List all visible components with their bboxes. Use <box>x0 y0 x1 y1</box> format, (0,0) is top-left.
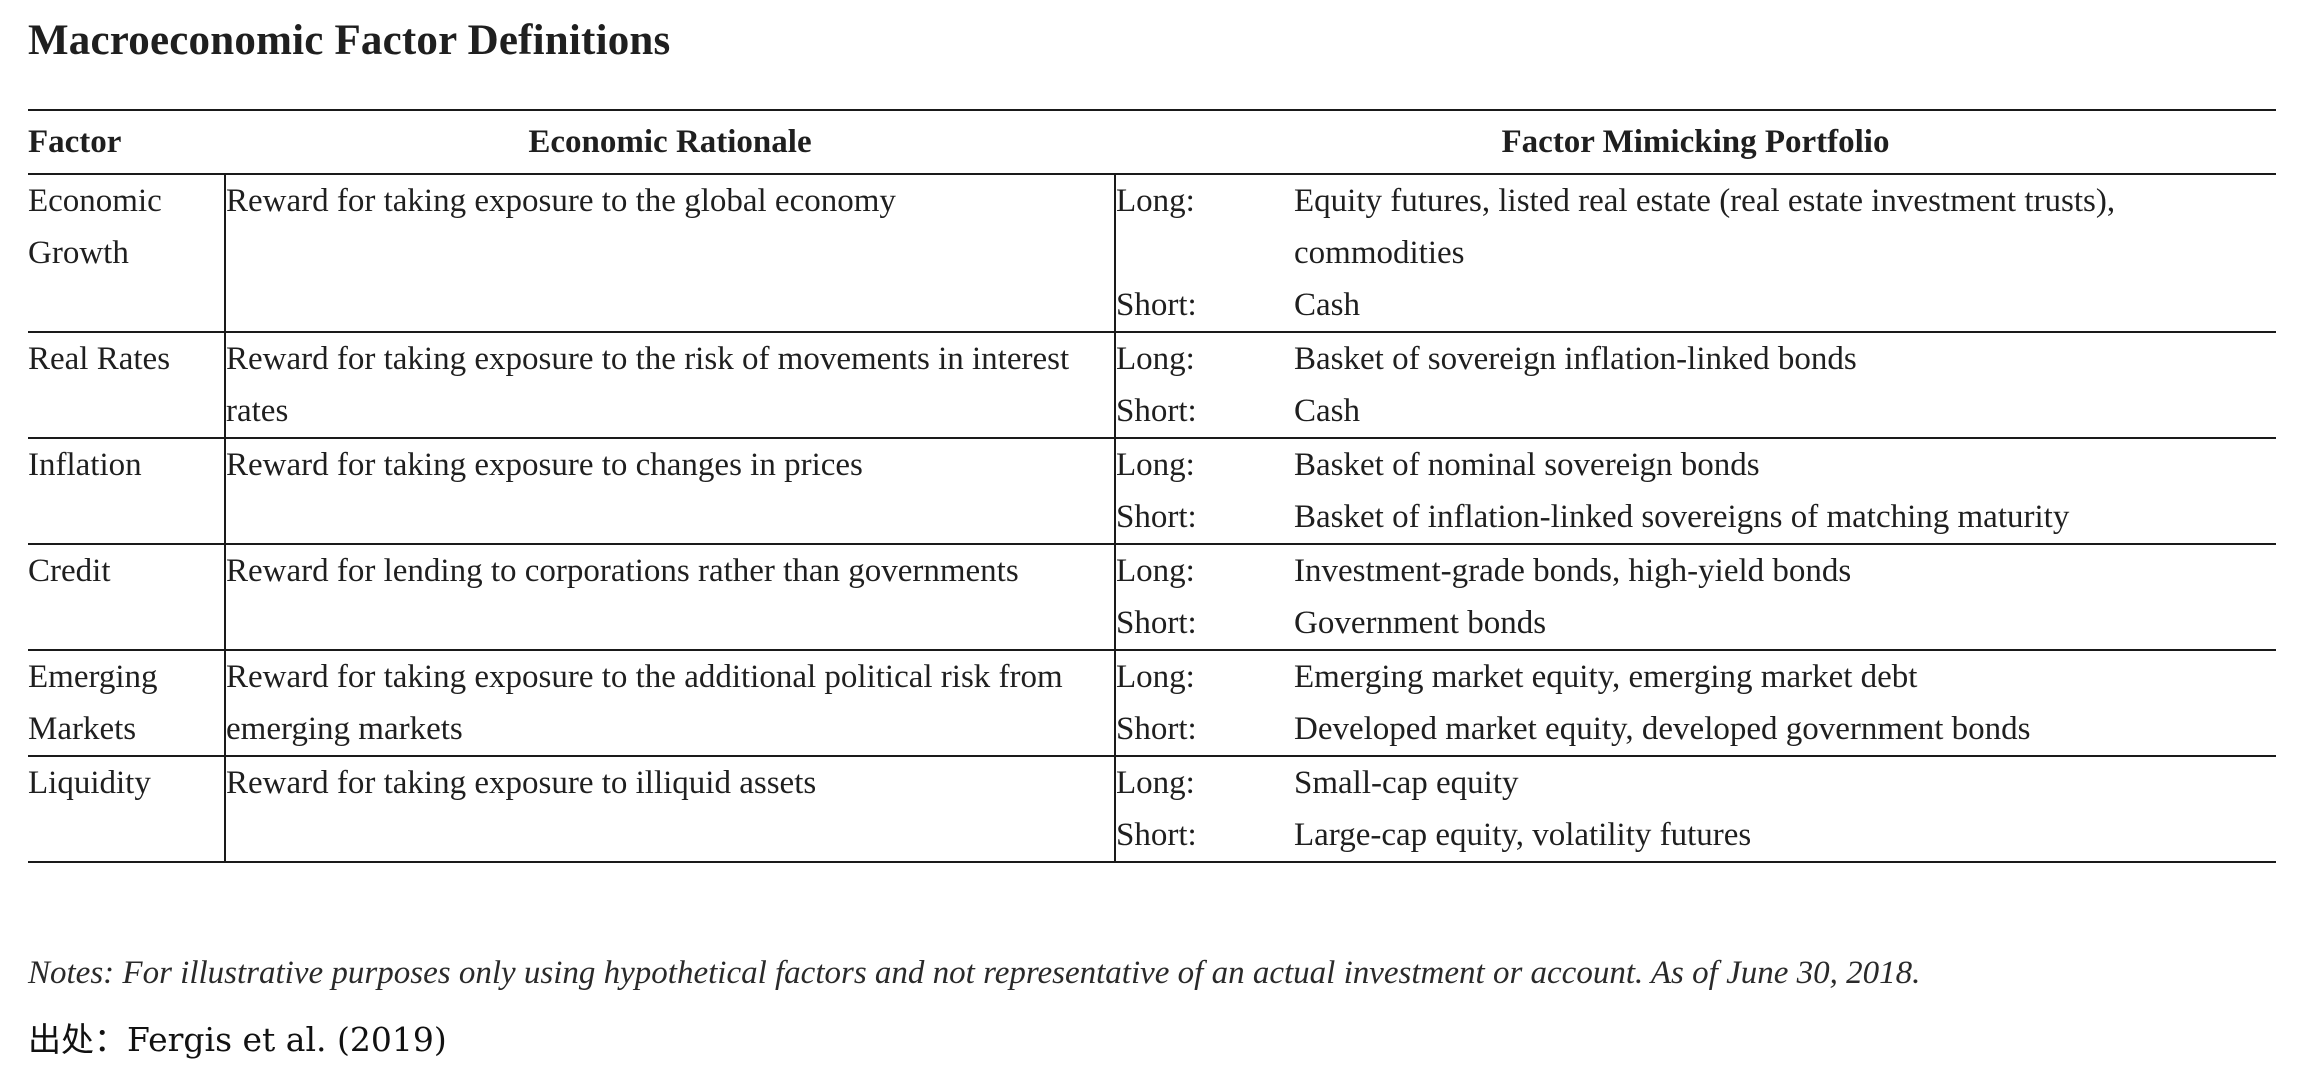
source-citation: 出处：Fergis et al. (2019) <box>28 1020 447 1059</box>
positions-cell: Investment-grade bonds, high-yield bonds… <box>1294 544 2276 650</box>
factor-cell: Economic Growth <box>28 174 226 332</box>
short-label: Short: <box>1116 393 1197 429</box>
position-labels-cell: Long: Short: <box>1115 650 1294 756</box>
short-position: Cash <box>1294 287 1360 323</box>
factor-cell: Real Rates <box>28 332 226 438</box>
factor-cell: Emerging Markets <box>28 650 226 756</box>
header-economic-rationale: Economic Rationale <box>528 124 812 160</box>
short-label: Short: <box>1116 817 1197 853</box>
long-position: Investment-grade bonds, high-yield bonds <box>1294 553 1852 589</box>
positions-cell: Emerging market equity, emerging market … <box>1294 650 2276 756</box>
short-position: Developed market equity, developed gover… <box>1294 711 2031 747</box>
position-labels-cell: Long: Short: <box>1115 174 1294 332</box>
header-factor: Factor <box>28 124 122 160</box>
long-position: Basket of sovereign inflation-linked bon… <box>1294 341 1857 377</box>
rationale-cell: Reward for taking exposure to changes in… <box>225 438 1116 544</box>
positions-cell: Basket of nominal sovereign bonds Basket… <box>1294 438 2276 544</box>
long-label: Long: <box>1116 341 1195 377</box>
long-label: Long: <box>1116 765 1195 801</box>
rationale-cell: Reward for taking exposure to the risk o… <box>225 332 1116 438</box>
positions-cell: Small-cap equity Large-cap equity, volat… <box>1294 756 2276 862</box>
long-label: Long: <box>1116 447 1195 483</box>
short-position: Cash <box>1294 393 1360 429</box>
table-header-row: Factor Economic Rationale Factor Mimicki… <box>28 110 2276 174</box>
factor-definitions-table: Factor Economic Rationale Factor Mimicki… <box>28 109 2276 863</box>
table-row: Inflation Reward for taking exposure to … <box>28 438 2276 544</box>
short-label: Short: <box>1116 605 1197 641</box>
rationale-cell: Reward for taking exposure to the additi… <box>225 650 1116 756</box>
rationale-cell: Reward for taking exposure to the global… <box>225 174 1116 332</box>
short-position: Basket of inflation-linked sovereigns of… <box>1294 499 2070 535</box>
position-labels-cell: Long: Short: <box>1115 438 1294 544</box>
factor-cell: Credit <box>28 544 226 650</box>
rationale-cell: Reward for lending to corporations rathe… <box>225 544 1116 650</box>
table-row: Economic Growth Reward for taking exposu… <box>28 174 2276 332</box>
long-position: Basket of nominal sovereign bonds <box>1294 447 1760 483</box>
long-label: Long: <box>1116 183 1195 219</box>
table-notes: Notes: For illustrative purposes only us… <box>28 955 1921 991</box>
positions-cell: Basket of sovereign inflation-linked bon… <box>1294 332 2276 438</box>
position-labels-cell: Long: Short: <box>1115 756 1294 862</box>
table-row: Emerging Markets Reward for taking expos… <box>28 650 2276 756</box>
position-labels-cell: Long: Short: <box>1115 544 1294 650</box>
factor-cell: Liquidity <box>28 756 226 862</box>
long-label: Long: <box>1116 553 1195 589</box>
long-position: Equity futures, listed real estate (real… <box>1294 183 2116 271</box>
long-position: Small-cap equity <box>1294 765 1519 801</box>
short-label: Short: <box>1116 287 1197 323</box>
long-position: Emerging market equity, emerging market … <box>1294 659 1918 695</box>
short-position: Government bonds <box>1294 605 1547 641</box>
table-row: Credit Reward for lending to corporation… <box>28 544 2276 650</box>
header-factor-mimicking-portfolio: Factor Mimicking Portfolio <box>1501 124 1890 160</box>
table-row: Real Rates Reward for taking exposure to… <box>28 332 2276 438</box>
long-label: Long: <box>1116 659 1195 695</box>
document-page: Macroeconomic Factor Definitions Factor … <box>28 0 2276 1075</box>
table-row: Liquidity Reward for taking exposure to … <box>28 756 2276 862</box>
factor-cell: Inflation <box>28 438 226 544</box>
rationale-cell: Reward for taking exposure to illiquid a… <box>225 756 1116 862</box>
document-title: Macroeconomic Factor Definitions <box>28 17 671 64</box>
positions-cell: Equity futures, listed real estate (real… <box>1294 174 2276 332</box>
short-label: Short: <box>1116 499 1197 535</box>
position-labels-cell: Long: Short: <box>1115 332 1294 438</box>
short-position: Large-cap equity, volatility futures <box>1294 817 1752 853</box>
short-label: Short: <box>1116 711 1197 747</box>
